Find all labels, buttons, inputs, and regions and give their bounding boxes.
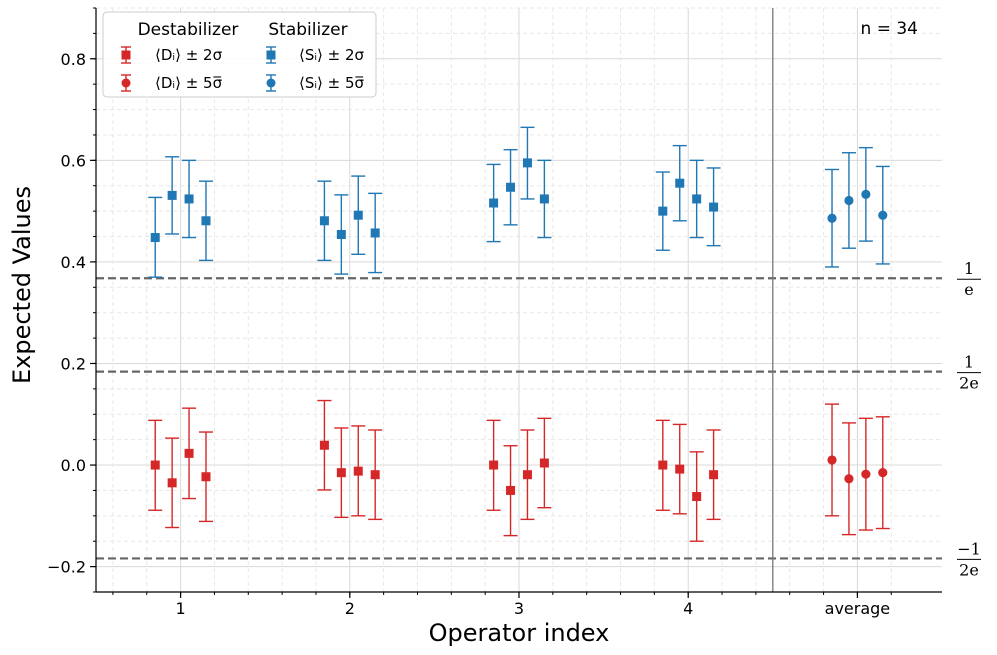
- reference-label-denominator: e: [964, 280, 973, 299]
- destabilizer-1-point: [150, 460, 160, 470]
- legend-marker-square: [266, 50, 276, 60]
- legend-title-destabilizer: Destabilizer: [138, 20, 239, 40]
- stabilizer-4-point: [709, 202, 719, 212]
- y-tick-label: −0.2: [47, 558, 86, 577]
- reference-label-denominator: 2e: [959, 560, 979, 579]
- legend-marker-circle: [121, 78, 131, 88]
- destabilizer-average-point: [861, 469, 871, 479]
- reference-label-numerator: 1: [964, 353, 974, 372]
- destabilizer-3-point: [522, 470, 532, 480]
- destabilizer-average-point: [827, 455, 837, 465]
- data-points: [148, 126, 890, 542]
- stabilizer-2-point: [319, 216, 329, 226]
- destabilizer-average-point: [844, 474, 854, 484]
- destabilizer-average-point: [878, 468, 888, 478]
- destabilizer-4-point: [658, 460, 668, 470]
- legend-label-stabilizer-2sigma: ⟨Sᵢ⟩ ± 2σ: [299, 46, 365, 64]
- reference-lines: 1 e 1 2e −1 2e: [96, 259, 981, 579]
- destabilizer-2-point: [336, 468, 346, 478]
- axes: −0.2 0.0 0.2 0.4 0.6 0.8 1 2 3 4 average: [47, 7, 942, 618]
- destabilizer-2-point: [353, 466, 363, 476]
- legend: Destabilizer Stabilizer ⟨Dᵢ⟩ ± 2σ ⟨Dᵢ⟩ ±…: [102, 11, 377, 98]
- destabilizer-1-point: [184, 448, 194, 458]
- sample-size-annotation: n = 34: [861, 19, 918, 39]
- stabilizer-1-point: [201, 216, 211, 226]
- legend-title-stabilizer: Stabilizer: [268, 20, 347, 40]
- y-tick-label: 0.6: [61, 151, 86, 170]
- stabilizer-average-point: [844, 195, 854, 206]
- y-tick-label: 0.8: [61, 50, 86, 69]
- stabilizer-average-point: [861, 189, 871, 199]
- legend-markers: [121, 46, 276, 92]
- destabilizer-3-point: [539, 458, 549, 468]
- x-tick-label: average: [825, 599, 891, 618]
- x-tick-label: 3: [514, 599, 524, 618]
- legend-marker-circle: [266, 78, 276, 88]
- x-tick-label: 4: [683, 599, 693, 618]
- stabilizer-3-point: [489, 198, 499, 208]
- stabilizer-4-point: [658, 206, 668, 216]
- stabilizer-2-point: [370, 228, 380, 238]
- reference-label-numerator: −1: [957, 539, 981, 558]
- legend-label-stabilizer-5sigma: ⟨Sᵢ⟩ ± 5σ̅: [299, 74, 365, 92]
- reference-label-numerator: 1: [964, 259, 974, 278]
- stabilizer-3-point: [522, 158, 532, 168]
- stabilizer-3-point: [539, 194, 549, 204]
- stabilizer-1-point: [150, 233, 160, 243]
- stabilizer-4-point: [692, 194, 702, 204]
- y-axis-label: Expected Values: [8, 186, 36, 384]
- stabilizer-average-point: [827, 213, 837, 223]
- stabilizer-3-point: [506, 182, 516, 192]
- y-tick-label: 0.0: [61, 456, 86, 475]
- destabilizer-2-point: [319, 440, 329, 450]
- x-tick-label: 2: [345, 599, 355, 618]
- destabilizer-4-point: [692, 492, 702, 502]
- grid: [96, 7, 942, 593]
- legend-label-destabilizer-5sigma: ⟨Dᵢ⟩ ± 5σ̅: [155, 74, 223, 92]
- y-tick-label: 0.4: [61, 253, 86, 272]
- stabilizer-4-point: [675, 178, 685, 188]
- stabilizer-1-point: [184, 194, 194, 204]
- destabilizer-1-point: [201, 472, 211, 482]
- reference-label-denominator: 2e: [959, 374, 979, 393]
- x-axis-label: Operator index: [429, 619, 610, 647]
- destabilizer-2-point: [370, 470, 380, 480]
- legend-box: [102, 11, 377, 98]
- stabilizer-average-point: [878, 210, 888, 220]
- y-tick-label: 0.2: [61, 354, 86, 373]
- legend-marker-square: [121, 50, 131, 60]
- destabilizer-3-point: [506, 485, 516, 495]
- destabilizer-1-point: [167, 478, 177, 488]
- destabilizer-3-point: [489, 460, 499, 470]
- destabilizer-4-point: [675, 464, 685, 474]
- stabilizer-2-point: [353, 210, 363, 220]
- destabilizer-4-point: [709, 470, 719, 480]
- stabilizer-2-point: [336, 229, 346, 239]
- legend-label-destabilizer-2sigma: ⟨Dᵢ⟩ ± 2σ: [155, 46, 223, 64]
- stabilizer-1-point: [167, 190, 177, 200]
- x-tick-label: 1: [176, 599, 186, 618]
